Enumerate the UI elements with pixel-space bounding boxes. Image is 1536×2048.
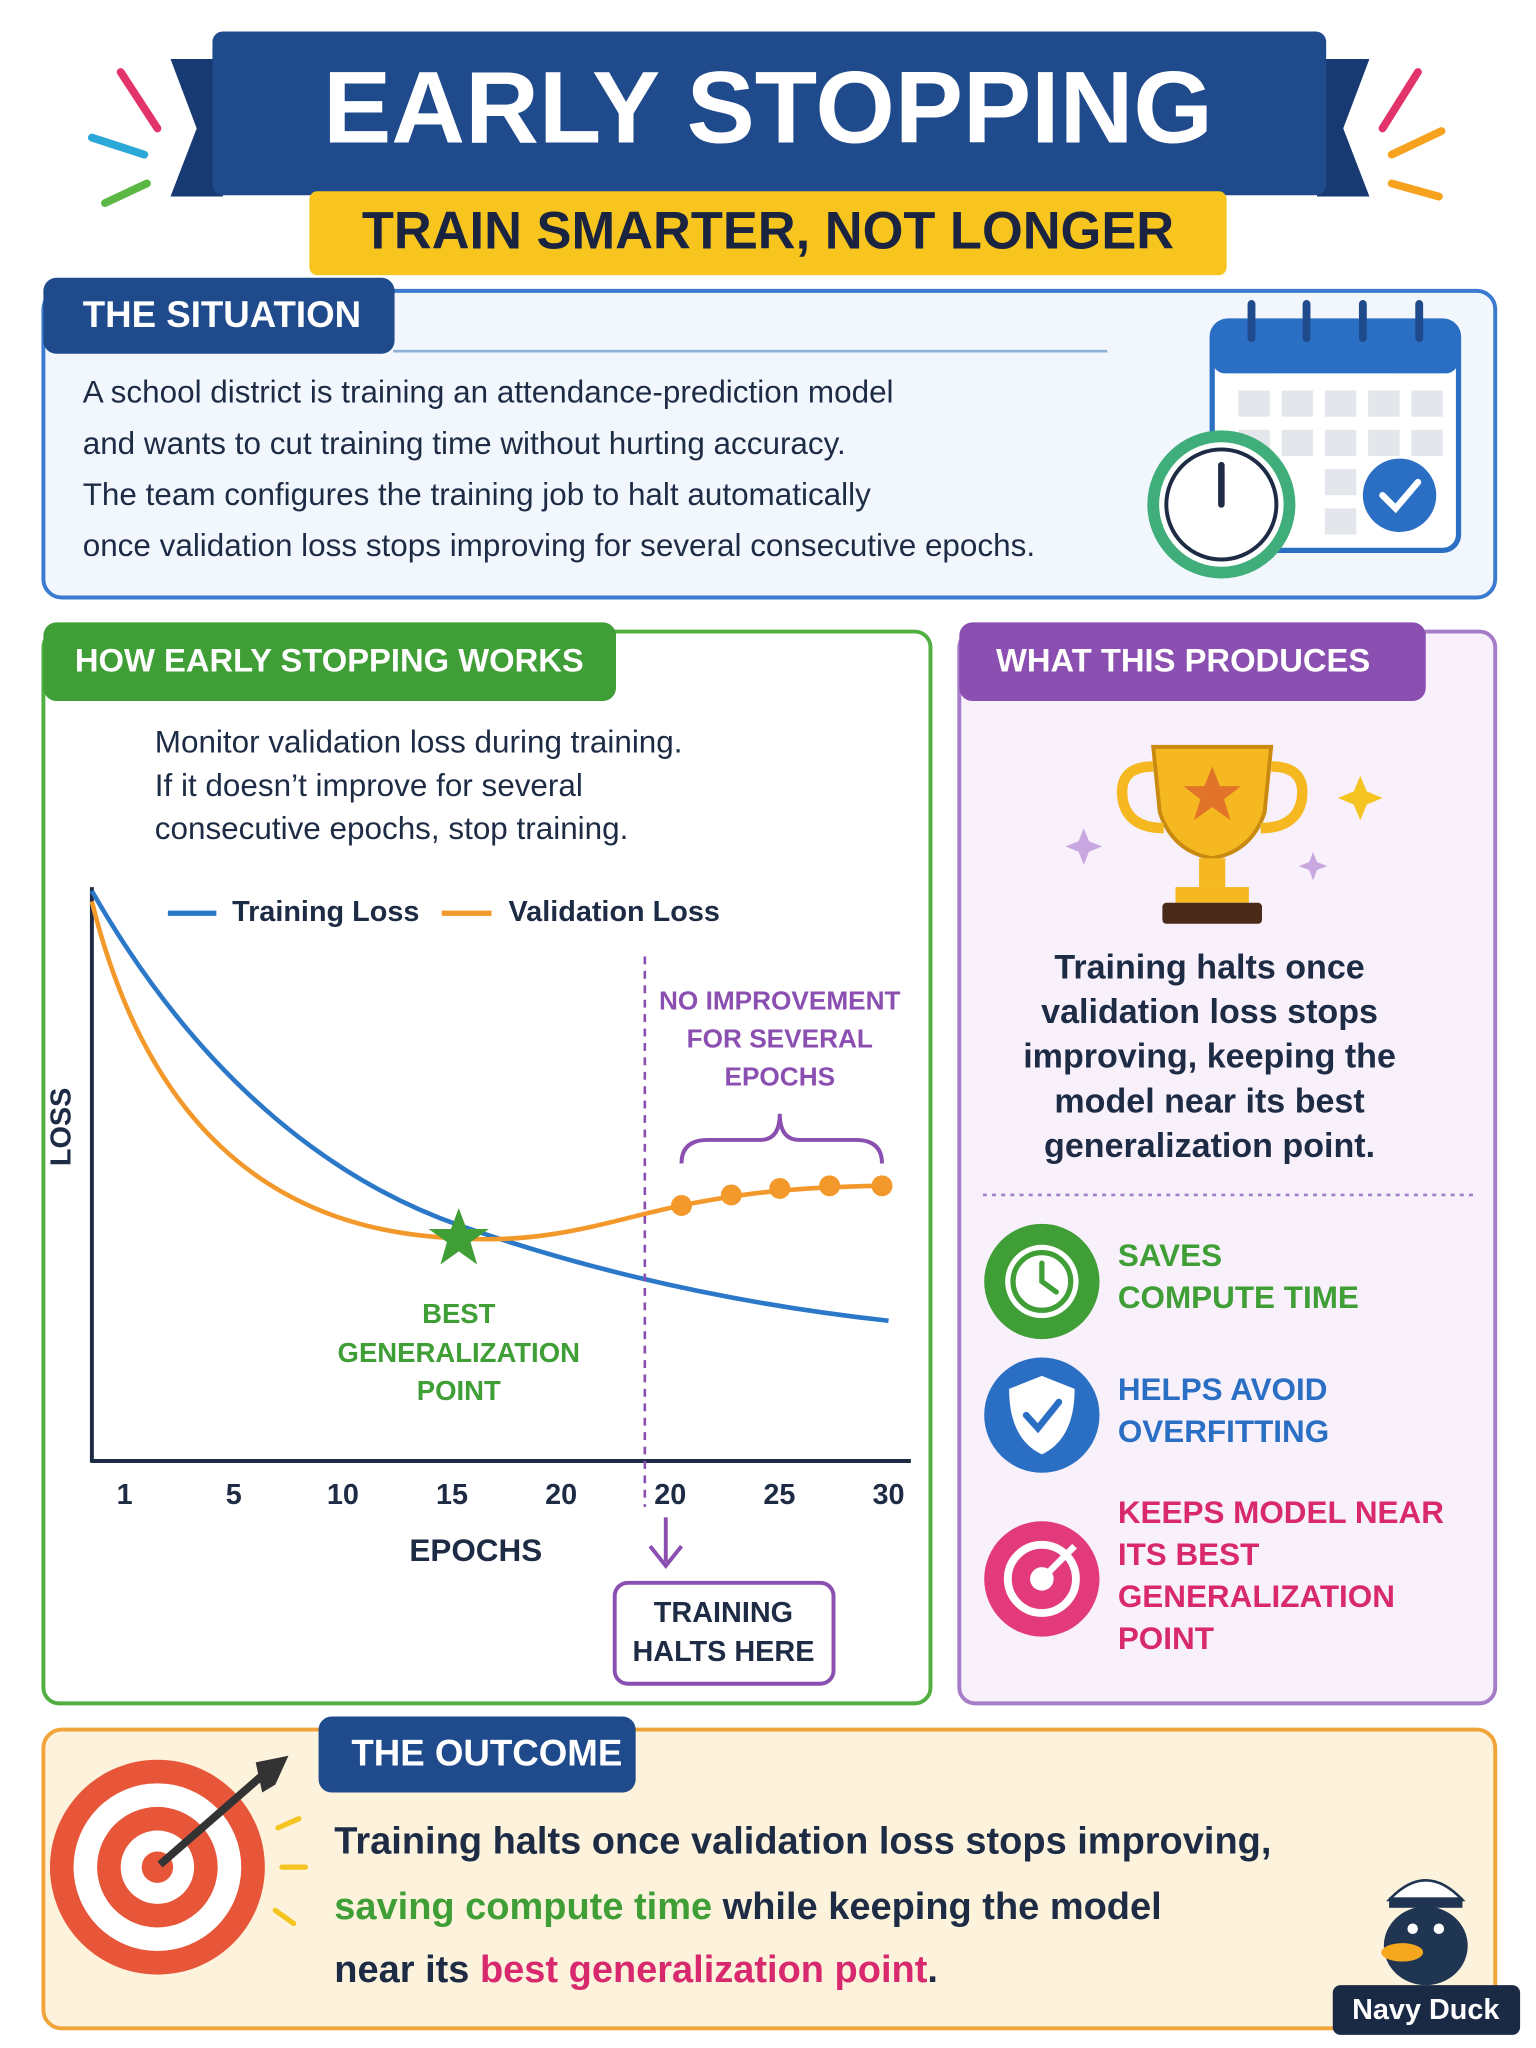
benefit-line: GENERALIZATION [1118, 1579, 1395, 1614]
x-tick-label: 20 [545, 1479, 577, 1511]
trophy-icon [1065, 744, 1383, 924]
how-line: Monitor validation loss during training. [155, 725, 683, 760]
situation-line: A school district is training an attenda… [83, 375, 894, 410]
x-tick-label: 25 [763, 1479, 795, 1511]
x-tick-label: 15 [436, 1479, 468, 1511]
situation-box [41, 288, 1498, 600]
legend-label: Validation Loss [509, 896, 720, 928]
outcome-highlight: saving compute time [334, 1886, 712, 1928]
outcome-line: near its best generalization point. [334, 1949, 938, 1991]
annotation: NO IMPROVEMENT [659, 985, 901, 1015]
title: EARLY STOPPING [323, 49, 1213, 164]
x-tick-label: 10 [327, 1479, 359, 1511]
summary-line: generalization point. [1044, 1127, 1375, 1165]
produces-heading: WHAT THIS PRODUCES [996, 642, 1370, 679]
y-axis-label: LOSS [46, 1088, 78, 1166]
outcome-text: while keeping the model [712, 1886, 1162, 1928]
calendar-icon [1147, 300, 1462, 579]
summary-line: validation loss stops [1041, 993, 1378, 1031]
outcome-heading: THE OUTCOME [351, 1732, 622, 1773]
x-tick-label: 30 [873, 1479, 905, 1511]
best-label: POINT [417, 1375, 501, 1406]
halt-label: TRAINING [654, 1597, 793, 1629]
situation-line: once validation loss stops improving for… [83, 528, 1035, 563]
validation-curve [89, 900, 883, 1242]
benefit-line: POINT [1118, 1621, 1214, 1656]
situation-line: and wants to cut training time without h… [83, 426, 846, 461]
benefit-line: ITS BEST [1118, 1537, 1259, 1572]
ribbon-tail [170, 58, 223, 197]
how-line: If it doesn’t improve for several [155, 768, 583, 803]
subtitle-box [309, 191, 1227, 276]
header: EARLY STOPPING TRAIN SMARTER, NOT LONGER [87, 31, 1446, 276]
brand: Navy Duck [1352, 1994, 1500, 2026]
dartboard-icon [49, 1755, 309, 1975]
brand-box [1332, 1985, 1521, 2035]
summary-line: model near its best [1054, 1082, 1364, 1120]
x-tick-label: 1 [117, 1479, 133, 1511]
annotation: EPOCHS [724, 1061, 835, 1091]
spark-left [87, 68, 162, 208]
x-tick-label: 20 [654, 1479, 686, 1511]
halt-label: HALTS HERE [632, 1636, 814, 1668]
situation-line: The team configures the training job to … [83, 477, 871, 512]
best-star [428, 1208, 489, 1265]
outcome-section: THE OUTCOME Training halts once validati… [41, 1716, 1521, 2035]
validation-dots [671, 1175, 893, 1216]
heading-tab [318, 1716, 636, 1793]
best-label: BEST [422, 1298, 496, 1329]
how-section: HOW EARLY STOPPING WORKS Monitor validat… [41, 622, 933, 1706]
outcome-line: Training halts once validation loss stop… [334, 1821, 1271, 1863]
how-heading: HOW EARLY STOPPING WORKS [75, 642, 584, 679]
duck-mascot [1381, 1878, 1468, 1986]
outcome-highlight: best generalization point [480, 1949, 928, 1991]
x-tick-label: 5 [226, 1479, 242, 1511]
heading-tab [959, 622, 1426, 702]
loss-chart: LOSS EPOCHS Training Loss Validation Los… [46, 887, 911, 1686]
summary-line: improving, keeping the [1023, 1038, 1396, 1076]
best-label: GENERALIZATION [338, 1337, 580, 1368]
halt-box [612, 1580, 836, 1686]
annotation: FOR SEVERAL [687, 1023, 873, 1053]
heading-tab [43, 622, 617, 702]
benefit-line: HELPS AVOID [1118, 1372, 1328, 1407]
ribbon-tail [1317, 58, 1370, 197]
target-icon [984, 1521, 1100, 1637]
spark-right [1378, 68, 1446, 201]
produces-section: WHAT THIS PRODUCES Training halts once v… [957, 622, 1498, 1706]
halt-arrow-head [648, 1544, 684, 1569]
outcome-text: Training halts once validation loss stop… [334, 1821, 1271, 1863]
clock-icon [984, 1223, 1100, 1340]
x-axis-label: EPOCHS [409, 1533, 542, 1568]
heading-tab [43, 277, 395, 354]
brace [679, 1113, 884, 1164]
benefit-line: OVERFITTING [1118, 1414, 1329, 1449]
outcome-line: saving compute time while keeping the mo… [334, 1886, 1161, 1928]
benefit-line: COMPUTE TIME [1118, 1280, 1359, 1315]
situation-section: THE SITUATION A school district is train… [41, 277, 1498, 600]
outcome-text: near its [334, 1949, 480, 1991]
shield-icon [984, 1357, 1100, 1473]
benefit-line: SAVES [1118, 1238, 1222, 1273]
legend-label: Training Loss [232, 896, 419, 928]
summary-line: Training halts once [1054, 949, 1364, 987]
title-banner [212, 31, 1327, 196]
outcome-box [41, 1727, 1498, 2031]
situation-heading: THE SITUATION [83, 294, 361, 335]
how-line: consecutive epochs, stop training. [155, 811, 629, 846]
subtitle: TRAIN SMARTER, NOT LONGER [362, 202, 1174, 260]
outcome-text: . [927, 1949, 938, 1991]
benefit-line: KEEPS MODEL NEAR [1118, 1495, 1444, 1530]
